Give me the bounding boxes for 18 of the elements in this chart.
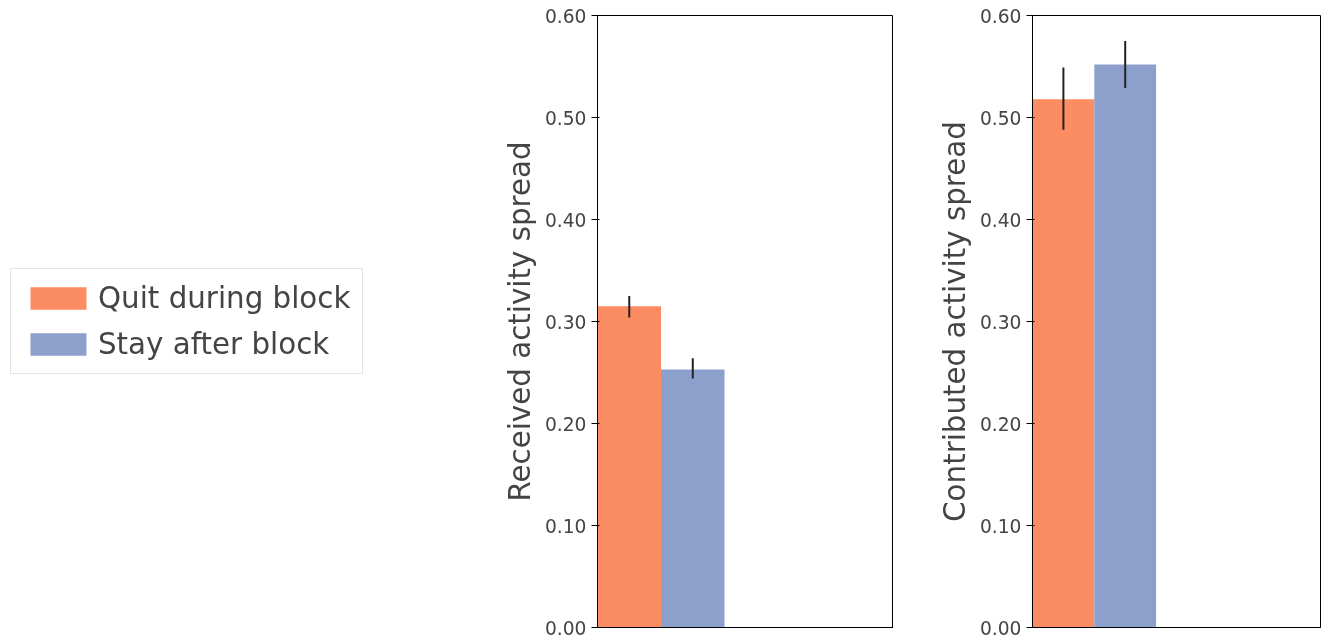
y-tick-label: 0.20: [979, 413, 1022, 435]
y-tick-label: 0.40: [979, 209, 1022, 231]
y-tick-label: 0.30: [544, 311, 587, 333]
y-tick-label: 0.20: [544, 413, 587, 435]
legend-label: Stay after block: [98, 327, 330, 361]
y-axis-title: Contributed activity spread: [937, 121, 972, 522]
y-tick-label: 0.50: [979, 107, 1022, 129]
y-tick-label: 0.10: [979, 515, 1022, 537]
y-tick-label: 0.50: [544, 107, 587, 129]
y-tick-label: 0.40: [544, 209, 587, 231]
y-axis-title: Received activity spread: [502, 141, 537, 502]
y-tick-label: 0.30: [979, 311, 1022, 333]
y-tick-label: 0.60: [979, 5, 1022, 27]
y-tick-label: 0.60: [544, 5, 587, 27]
y-tick-label: 0.00: [979, 617, 1022, 636]
legend-label: Quit during block: [98, 281, 351, 315]
y-tick-label: 0.00: [544, 617, 587, 636]
y-tick-label: 0.10: [544, 515, 587, 537]
